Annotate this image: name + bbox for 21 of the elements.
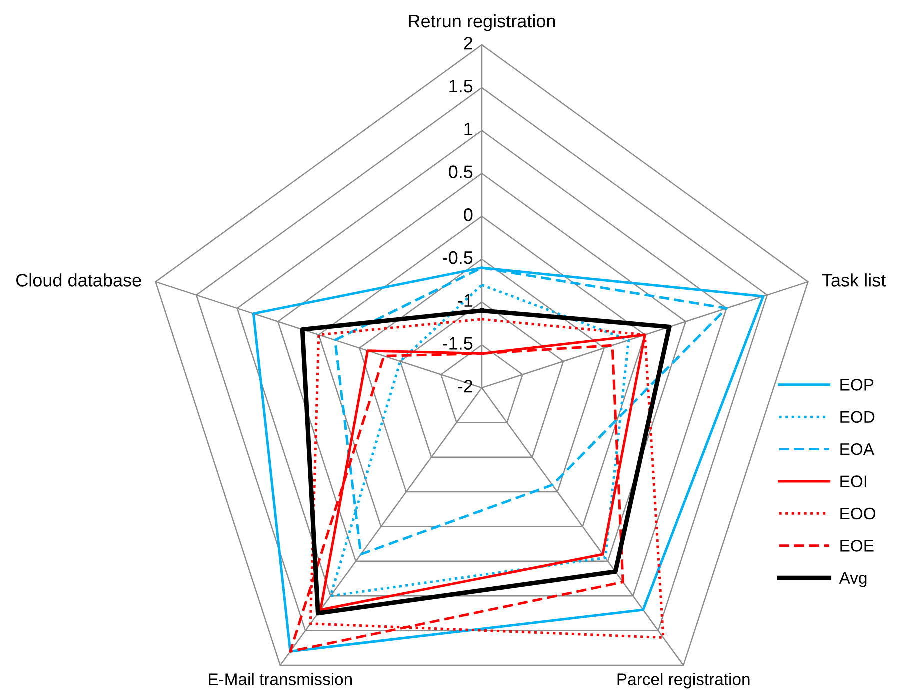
y-tick-label: -1 bbox=[458, 294, 473, 307]
legend-label: EOE bbox=[840, 540, 874, 552]
legend-label: EOO bbox=[840, 508, 876, 520]
y-tick-label: 1.5 bbox=[450, 80, 473, 93]
y-tick-label: -0.5 bbox=[443, 251, 473, 264]
spoke-label: Cloud database bbox=[16, 274, 142, 287]
legend-label: EOA bbox=[840, 443, 874, 456]
y-tick-label: 0.5 bbox=[449, 166, 473, 178]
legend-label: EOI bbox=[840, 476, 866, 488]
legend-label: EOP bbox=[840, 379, 874, 391]
y-tick-label: -2 bbox=[458, 380, 473, 393]
y-tick-label: 2 bbox=[464, 37, 473, 50]
legend-label: EOD bbox=[840, 411, 875, 424]
legend-label: Avg bbox=[839, 572, 867, 588]
spoke-label: Parcel registration bbox=[618, 673, 750, 689]
y-tick-label: -1.5 bbox=[443, 337, 473, 350]
y-tick-label: 0 bbox=[464, 208, 473, 222]
spoke-label: Task list bbox=[822, 274, 886, 287]
spoke-label: Retrun registration bbox=[409, 14, 556, 32]
spoke-label: E-Mail transmission bbox=[209, 673, 352, 686]
y-tick-label: 1 bbox=[464, 122, 473, 136]
